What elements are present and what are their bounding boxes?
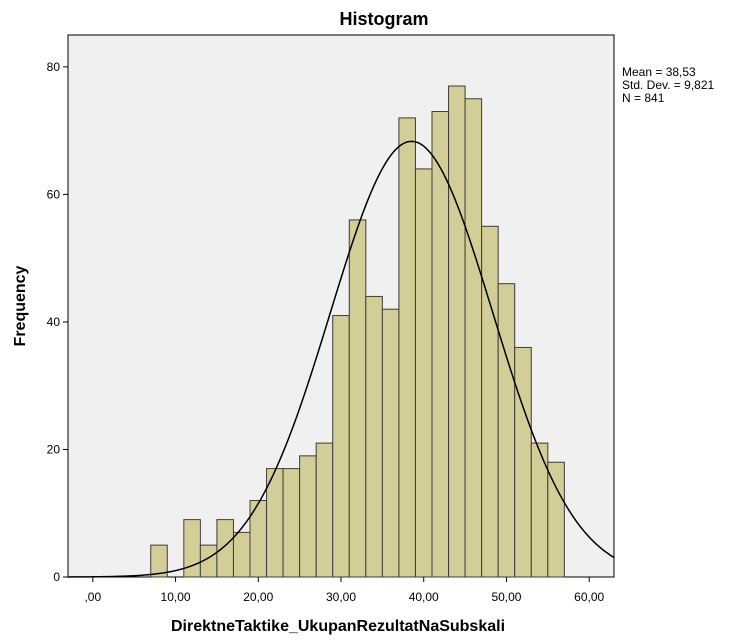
bars-group bbox=[150, 85, 565, 578]
x-tick-label: ,00 bbox=[84, 590, 101, 604]
histogram-bar bbox=[497, 283, 516, 578]
histogram-bar bbox=[431, 111, 450, 578]
y-tick-label: 60 bbox=[47, 187, 61, 201]
x-tick-label: 60,00 bbox=[574, 590, 604, 604]
x-tick-label: 30,00 bbox=[326, 590, 356, 604]
y-tick-label: 80 bbox=[47, 60, 61, 74]
stats-std-dev: Std. Dev. = 9,821 bbox=[622, 78, 714, 92]
histogram-bar bbox=[448, 85, 466, 578]
histogram-bar bbox=[299, 455, 317, 578]
normal-curve bbox=[68, 140, 615, 578]
histogram-bar bbox=[282, 468, 301, 578]
x-tick-label: 50,00 bbox=[491, 590, 521, 604]
axes-group: ,00 10,00 20,00 30,00 40,00 50,00 60,00 0 20 40 60… bbox=[47, 60, 605, 604]
histogram-bar bbox=[150, 544, 168, 578]
x-tick-label: 20,00 bbox=[243, 590, 273, 604]
x-axis-title: DirektneTaktike_UkupanRezultatNaSubskali bbox=[171, 618, 505, 635]
histogram-bar bbox=[414, 168, 433, 578]
x-tick-label: 40,00 bbox=[409, 590, 439, 604]
histogram-bar bbox=[398, 117, 416, 578]
histogram-bar bbox=[481, 225, 499, 578]
histogram-bar bbox=[216, 519, 234, 578]
chart-title: Histogram bbox=[339, 9, 428, 29]
y-tick-label: 0 bbox=[53, 570, 60, 584]
histogram-bar bbox=[348, 219, 367, 578]
histogram-bar bbox=[365, 295, 383, 578]
y-tick-label: 20 bbox=[47, 442, 61, 456]
x-tick-label: 10,00 bbox=[161, 590, 191, 604]
stats-mean: Mean = 38,53 bbox=[622, 65, 696, 79]
statistics-box: Mean = 38,53 Std. Dev. = 9,821 N = 841 bbox=[622, 65, 714, 105]
histogram-bar bbox=[381, 308, 400, 578]
histogram-bar bbox=[332, 315, 350, 578]
histogram-bar bbox=[547, 461, 565, 578]
y-tick-label: 40 bbox=[47, 315, 61, 329]
stats-n: N = 841 bbox=[622, 91, 665, 105]
histogram-bar bbox=[315, 442, 334, 578]
histogram-bar bbox=[464, 98, 483, 578]
histogram-bar bbox=[232, 531, 251, 578]
histogram-bar bbox=[514, 346, 532, 578]
y-axis-title: Frequency bbox=[12, 265, 29, 346]
